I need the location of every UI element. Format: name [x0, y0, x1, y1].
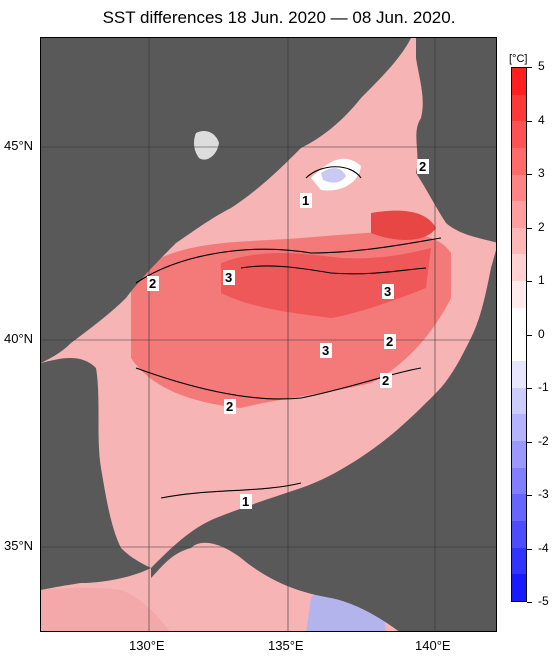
contour-label-box [223, 270, 235, 285]
colorbar-tick-label: -3 [538, 487, 549, 501]
contour-label-1-north: 1 [302, 193, 309, 208]
colorbar-segment [512, 334, 526, 362]
colorbar-segment [512, 467, 526, 495]
colorbar-segment [512, 94, 526, 122]
colorbar-tick-mark [527, 281, 532, 282]
colorbar-tick-mark [527, 495, 532, 496]
colorbar-segment [512, 547, 526, 575]
colorbar-segment [512, 574, 526, 601]
contour-label-box [300, 193, 312, 208]
colorbar-segment [512, 201, 526, 228]
colorbar-tick-mark [527, 441, 532, 443]
colorbar-tick-mark [527, 120, 532, 122]
colorbar-tick-mark [527, 67, 532, 68]
contour-label-box [417, 159, 429, 174]
colorbar-tick-label: -1 [538, 380, 549, 394]
lon-label-135: 135°E [268, 638, 304, 653]
colorbar-segment [512, 440, 526, 468]
contour-label-group: 1 2 3 3 3 2 2 2 1 2 [147, 159, 429, 509]
colorbar-segment [512, 254, 526, 282]
contour-label-3-center: 3 [225, 270, 232, 285]
colorbar-tick-mark [527, 227, 532, 229]
map-title: SST differences 18 Jun. 2020 — 08 Jun. 2… [102, 8, 456, 27]
colorbar-tick-label: 3 [538, 166, 545, 180]
sea-southwest [41, 587, 170, 631]
colorbar-segment [512, 520, 526, 548]
colorbar-tick-mark [527, 548, 532, 550]
island-white [194, 131, 219, 160]
colorbar-segment [512, 361, 526, 388]
colorbar-tick-mark [527, 174, 532, 175]
lat-label-40: 40°N [4, 331, 34, 346]
contour-label-2-west: 2 [149, 276, 156, 291]
lon-label-130: 130°E [129, 638, 165, 653]
colorbar-segment [512, 121, 526, 148]
colorbar-segment [512, 387, 526, 415]
contour-label-2-south: 2 [226, 399, 233, 414]
map-grid [41, 38, 496, 631]
sst-map-graphic: 1 2 3 3 3 2 2 2 1 2 [41, 38, 496, 631]
contour-label-box [382, 284, 394, 299]
colorbar [511, 67, 527, 602]
lat-label-35: 35°N [4, 538, 34, 553]
contour-label-2-east: 2 [386, 334, 393, 349]
land-asia-northwest [41, 38, 411, 363]
colorbar-segment [512, 281, 526, 308]
colorbar-tick-label: -5 [538, 594, 549, 608]
contour-label-box [384, 334, 396, 349]
contour-label-3-east: 3 [384, 284, 391, 299]
contour-label-box [320, 343, 332, 358]
colorbar-tick-mark [527, 388, 532, 389]
land-korea [41, 358, 151, 590]
colorbar-tick-mark [527, 334, 532, 336]
cool-region [321, 168, 346, 183]
colorbar-tick-label: 5 [538, 59, 545, 73]
contour-label-box [380, 373, 392, 388]
contour-label-box [224, 399, 236, 414]
land-honshu [151, 250, 496, 631]
sst-map: 1 2 3 3 3 2 2 2 1 2 [40, 37, 497, 632]
colorbar-segment [512, 174, 526, 202]
strong-warm-region-2 [371, 210, 436, 240]
contour-label-box [147, 276, 159, 291]
land-hokkaido-sakhalin [416, 38, 496, 243]
colorbar-tick-mark [527, 602, 532, 603]
contour-label-2-northeast: 2 [419, 159, 426, 174]
contour-label-3-south: 3 [322, 343, 329, 358]
colorbar-unit: [°C] [509, 53, 528, 65]
colorbar-tick-label: -2 [538, 433, 549, 448]
colorbar-segment [512, 147, 526, 175]
colorbar-tick-label: -4 [538, 540, 549, 555]
colorbar-segment [512, 307, 526, 335]
colorbar-segment [512, 414, 526, 441]
lat-label-45: 45°N [4, 138, 34, 153]
contour-label-box [240, 494, 252, 509]
colorbar-segment [512, 494, 526, 521]
contour-label-2-southeast: 2 [382, 373, 389, 388]
colorbar-segment [512, 227, 526, 255]
colorbar-tick-label: 0 [538, 326, 545, 341]
colorbar-tick-label: 2 [538, 219, 545, 234]
colorbar-segment [512, 68, 526, 95]
colorbar-tick-label: 4 [538, 112, 545, 127]
lon-label-140: 140°E [415, 638, 451, 653]
contour-label-1-south: 1 [242, 494, 249, 509]
colorbar-tick-label: 1 [538, 273, 545, 287]
